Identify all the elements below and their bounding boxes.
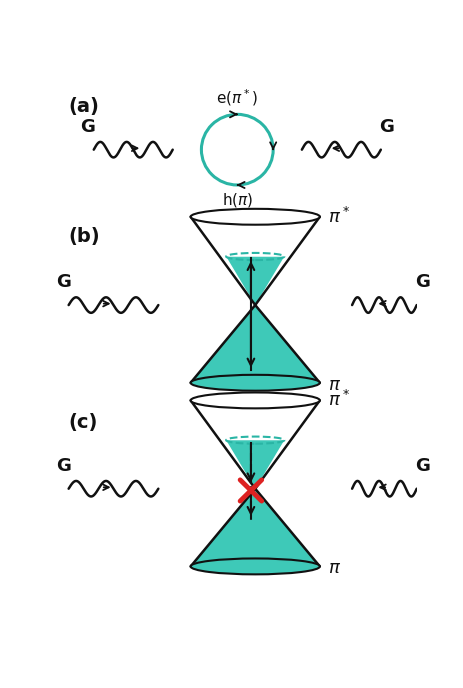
Text: G: G [80,118,95,136]
Text: h($\pi$): h($\pi$) [222,191,253,209]
Ellipse shape [191,209,320,225]
Polygon shape [191,488,320,566]
Text: G: G [56,273,71,292]
Text: (b): (b) [69,227,100,246]
Polygon shape [226,257,284,305]
Ellipse shape [191,559,320,574]
Text: $\pi^*$: $\pi^*$ [328,206,350,227]
Text: $\pi^*$: $\pi^*$ [328,390,350,411]
Polygon shape [191,305,320,383]
Text: $\pi$: $\pi$ [328,376,341,394]
Text: e($\pi^*$): e($\pi^*$) [216,87,258,108]
Text: G: G [415,273,430,292]
Text: (a): (a) [69,97,100,116]
Polygon shape [191,400,320,440]
Text: $\pi$: $\pi$ [328,559,341,577]
Text: G: G [415,457,430,475]
Text: G: G [379,118,394,136]
Ellipse shape [191,375,320,391]
Text: (c): (c) [69,413,98,432]
Polygon shape [226,440,284,488]
Text: G: G [56,457,71,475]
Polygon shape [191,217,320,257]
Ellipse shape [191,392,320,409]
